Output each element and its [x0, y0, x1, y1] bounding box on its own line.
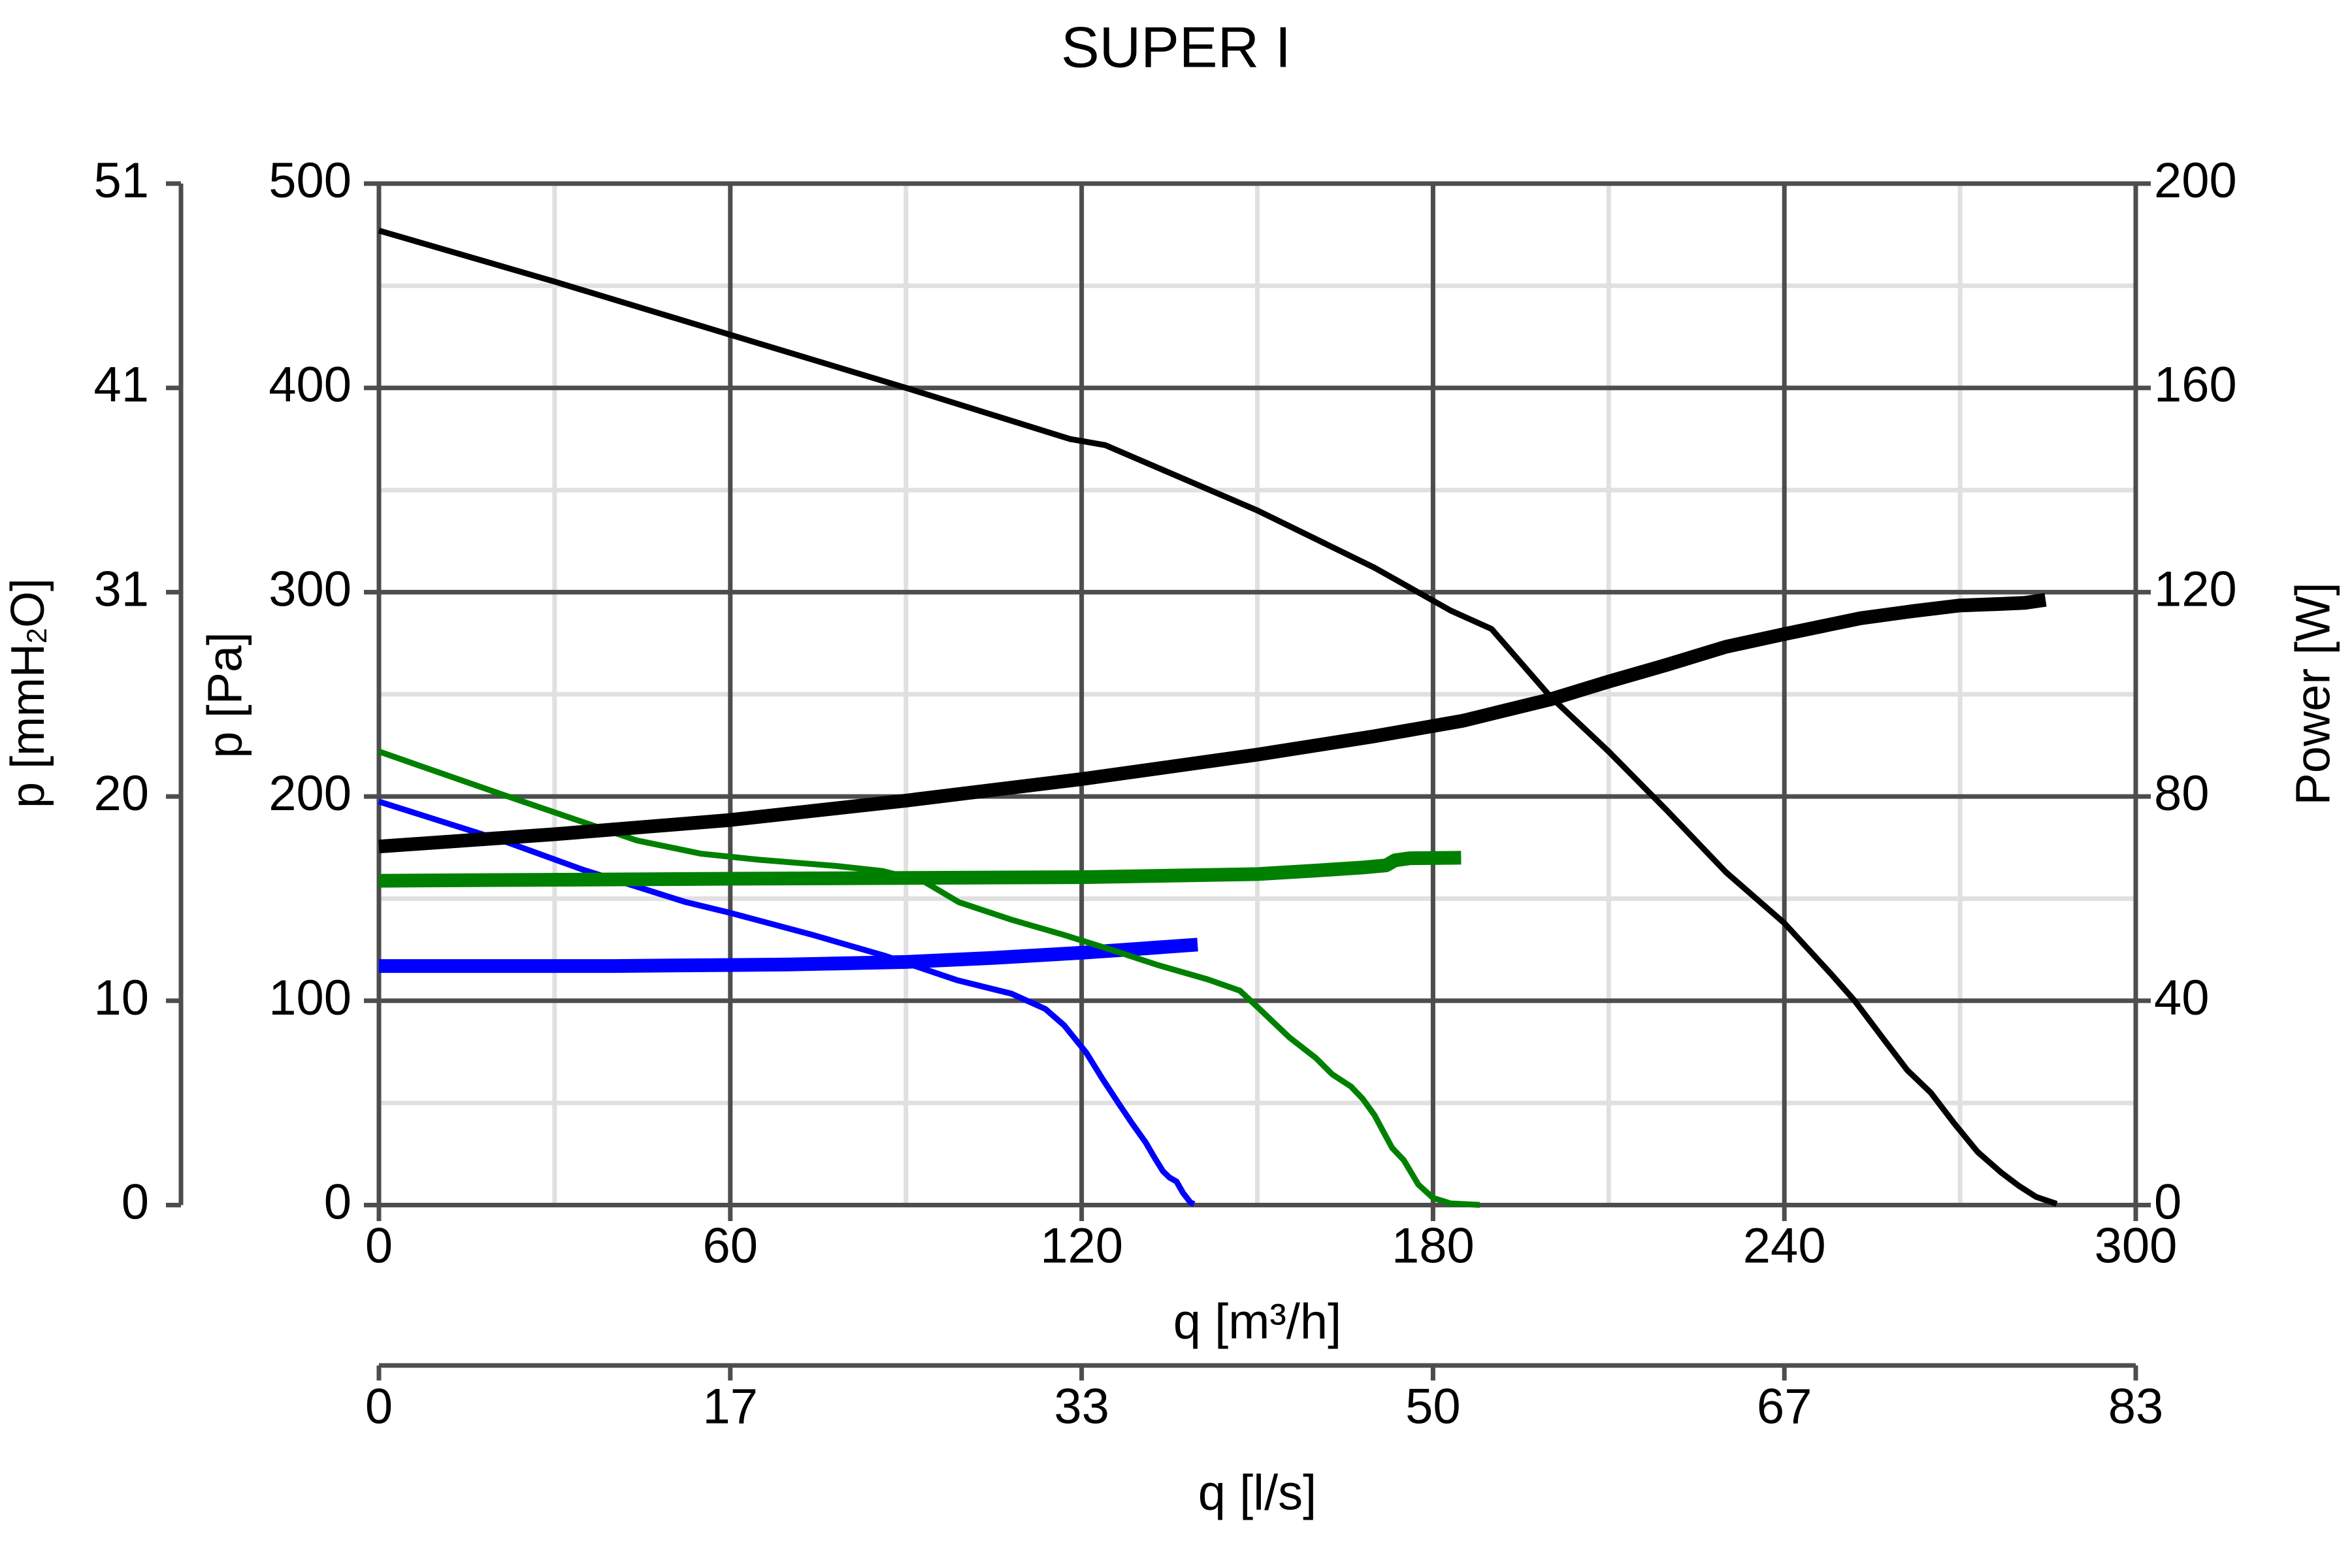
svg-text:10: 10 [93, 970, 149, 1026]
svg-text:200: 200 [2154, 153, 2237, 208]
svg-text:20: 20 [93, 766, 149, 821]
svg-text:SUPER I: SUPER I [1061, 15, 1291, 80]
svg-text:31: 31 [93, 561, 149, 617]
svg-text:p [Pa]: p [Pa] [198, 632, 252, 758]
svg-text:0: 0 [2154, 1175, 2181, 1230]
svg-text:0: 0 [122, 1175, 149, 1230]
svg-text:0: 0 [365, 1379, 393, 1435]
svg-text:240: 240 [1743, 1218, 1826, 1274]
svg-text:200: 200 [269, 766, 351, 821]
svg-text:300: 300 [269, 561, 351, 617]
svg-text:180: 180 [1392, 1218, 1475, 1274]
svg-text:51: 51 [93, 153, 149, 208]
svg-text:Power [W]: Power [W] [2286, 582, 2340, 805]
svg-text:160: 160 [2154, 357, 2237, 413]
svg-text:80: 80 [2154, 766, 2210, 821]
svg-text:33: 33 [1054, 1379, 1109, 1435]
svg-text:100: 100 [269, 970, 351, 1026]
svg-text:120: 120 [1040, 1218, 1123, 1274]
svg-text:400: 400 [269, 357, 351, 413]
svg-text:17: 17 [703, 1379, 759, 1435]
svg-text:67: 67 [1757, 1379, 1812, 1435]
svg-text:41: 41 [93, 357, 149, 413]
svg-text:0: 0 [365, 1218, 393, 1274]
svg-text:50: 50 [1405, 1379, 1461, 1435]
svg-text:q [m³/h]: q [m³/h] [1173, 1294, 1342, 1350]
svg-text:p [mmH2O]: p [mmH2O] [2, 578, 54, 808]
svg-text:300: 300 [2095, 1218, 2178, 1274]
svg-text:83: 83 [2108, 1379, 2164, 1435]
svg-text:40: 40 [2154, 970, 2210, 1026]
svg-text:120: 120 [2154, 561, 2237, 617]
svg-text:0: 0 [324, 1175, 351, 1230]
svg-text:500: 500 [269, 153, 351, 208]
svg-text:60: 60 [703, 1218, 759, 1274]
svg-text:q [l/s]: q [l/s] [1198, 1465, 1317, 1521]
